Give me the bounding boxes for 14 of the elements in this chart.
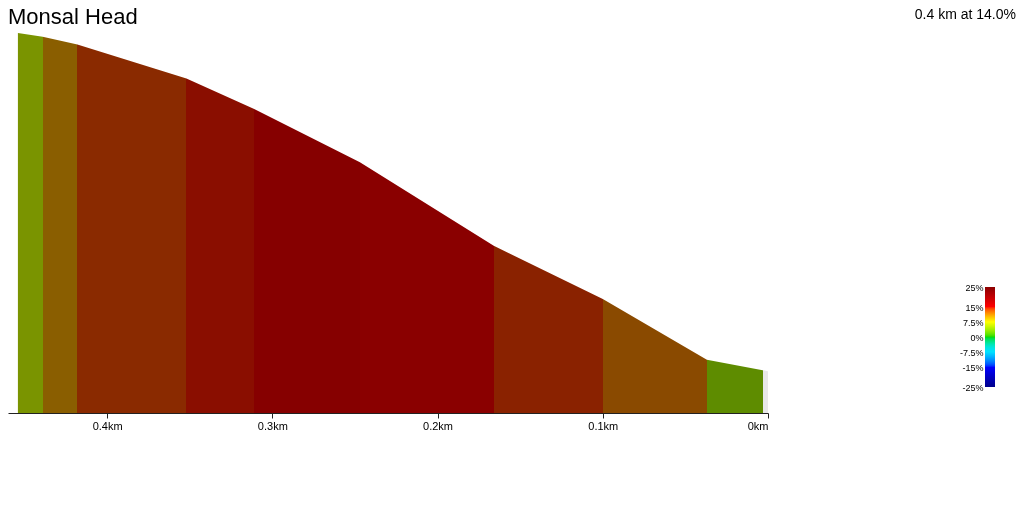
x-tick-label: 0km — [747, 419, 769, 432]
color-bar-label: -7.5% — [959, 347, 984, 358]
x-tick-label: 0.3km — [257, 419, 288, 432]
color-bar-label: -25% — [962, 382, 984, 393]
x-tick-label: 0.1km — [588, 419, 619, 432]
x-tick-label: 0.2km — [423, 419, 454, 432]
color-bar-label: 7.5% — [962, 317, 984, 328]
color-bar-label: 25% — [965, 282, 984, 293]
text: 0.4 km at 14.0% — [914, 6, 1016, 22]
chart-title: Monsal Head — [8, 4, 138, 29]
x-tick-label: 0.4km — [92, 419, 123, 432]
color-bar-label: 15% — [965, 302, 984, 313]
color-bar-label: 0% — [970, 332, 984, 343]
color-bar-label: -15% — [962, 362, 984, 373]
